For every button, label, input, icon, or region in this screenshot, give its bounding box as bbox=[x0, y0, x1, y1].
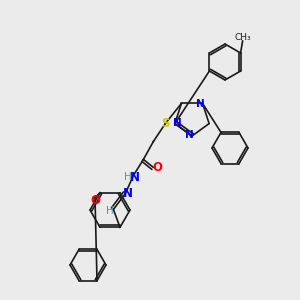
Text: O: O bbox=[152, 161, 162, 174]
Text: N: N bbox=[184, 130, 194, 140]
Text: N: N bbox=[172, 118, 181, 128]
Text: S: S bbox=[161, 117, 170, 130]
Text: H: H bbox=[124, 172, 131, 182]
Text: O: O bbox=[90, 194, 100, 207]
Text: N: N bbox=[122, 187, 132, 200]
Text: N: N bbox=[129, 171, 140, 184]
Text: N: N bbox=[196, 99, 205, 110]
Text: H: H bbox=[106, 206, 113, 216]
Text: CH₃: CH₃ bbox=[234, 32, 251, 41]
